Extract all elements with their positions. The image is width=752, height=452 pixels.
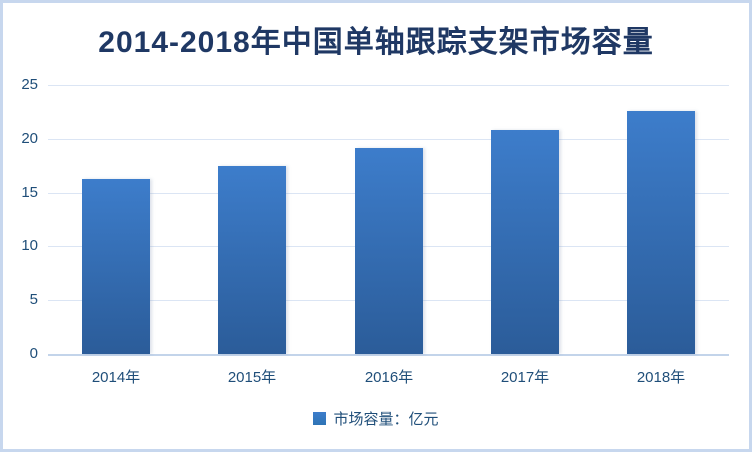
x-tick-label: 2015年 (227, 369, 277, 386)
x-axis-line (48, 354, 729, 356)
gridline (48, 85, 729, 86)
y-tick-label: 20 (21, 130, 38, 147)
y-tick-label: 0 (29, 345, 38, 362)
bar-2015年 (218, 166, 286, 354)
y-tick-label: 5 (29, 291, 38, 308)
legend-label: 市场容量：亿元 (333, 411, 439, 428)
bar-2017年 (491, 130, 559, 354)
chart-title: 2014-2018年中国单轴跟踪支架市场容量 (98, 26, 654, 59)
bar-2018年 (627, 111, 695, 354)
bar-2016年 (355, 148, 423, 354)
x-tick-label: 2014年 (91, 369, 141, 386)
x-tick-label: 2017年 (500, 369, 550, 386)
y-tick-label: 15 (21, 184, 38, 201)
y-tick-label: 25 (21, 76, 38, 93)
plot-area: 0 5 10 15 20 25 2014年 2015年 2016年 2017年 2018年 (3, 3, 749, 449)
x-tick-label: 2018年 (636, 369, 686, 386)
gridline (48, 139, 729, 140)
legend: 市场容量：亿元 (3, 408, 749, 429)
x-tick-label: 2016年 (364, 369, 414, 386)
legend-swatch-icon (313, 412, 327, 425)
y-tick-label: 10 (21, 237, 38, 254)
bar-2014年 (82, 179, 150, 354)
